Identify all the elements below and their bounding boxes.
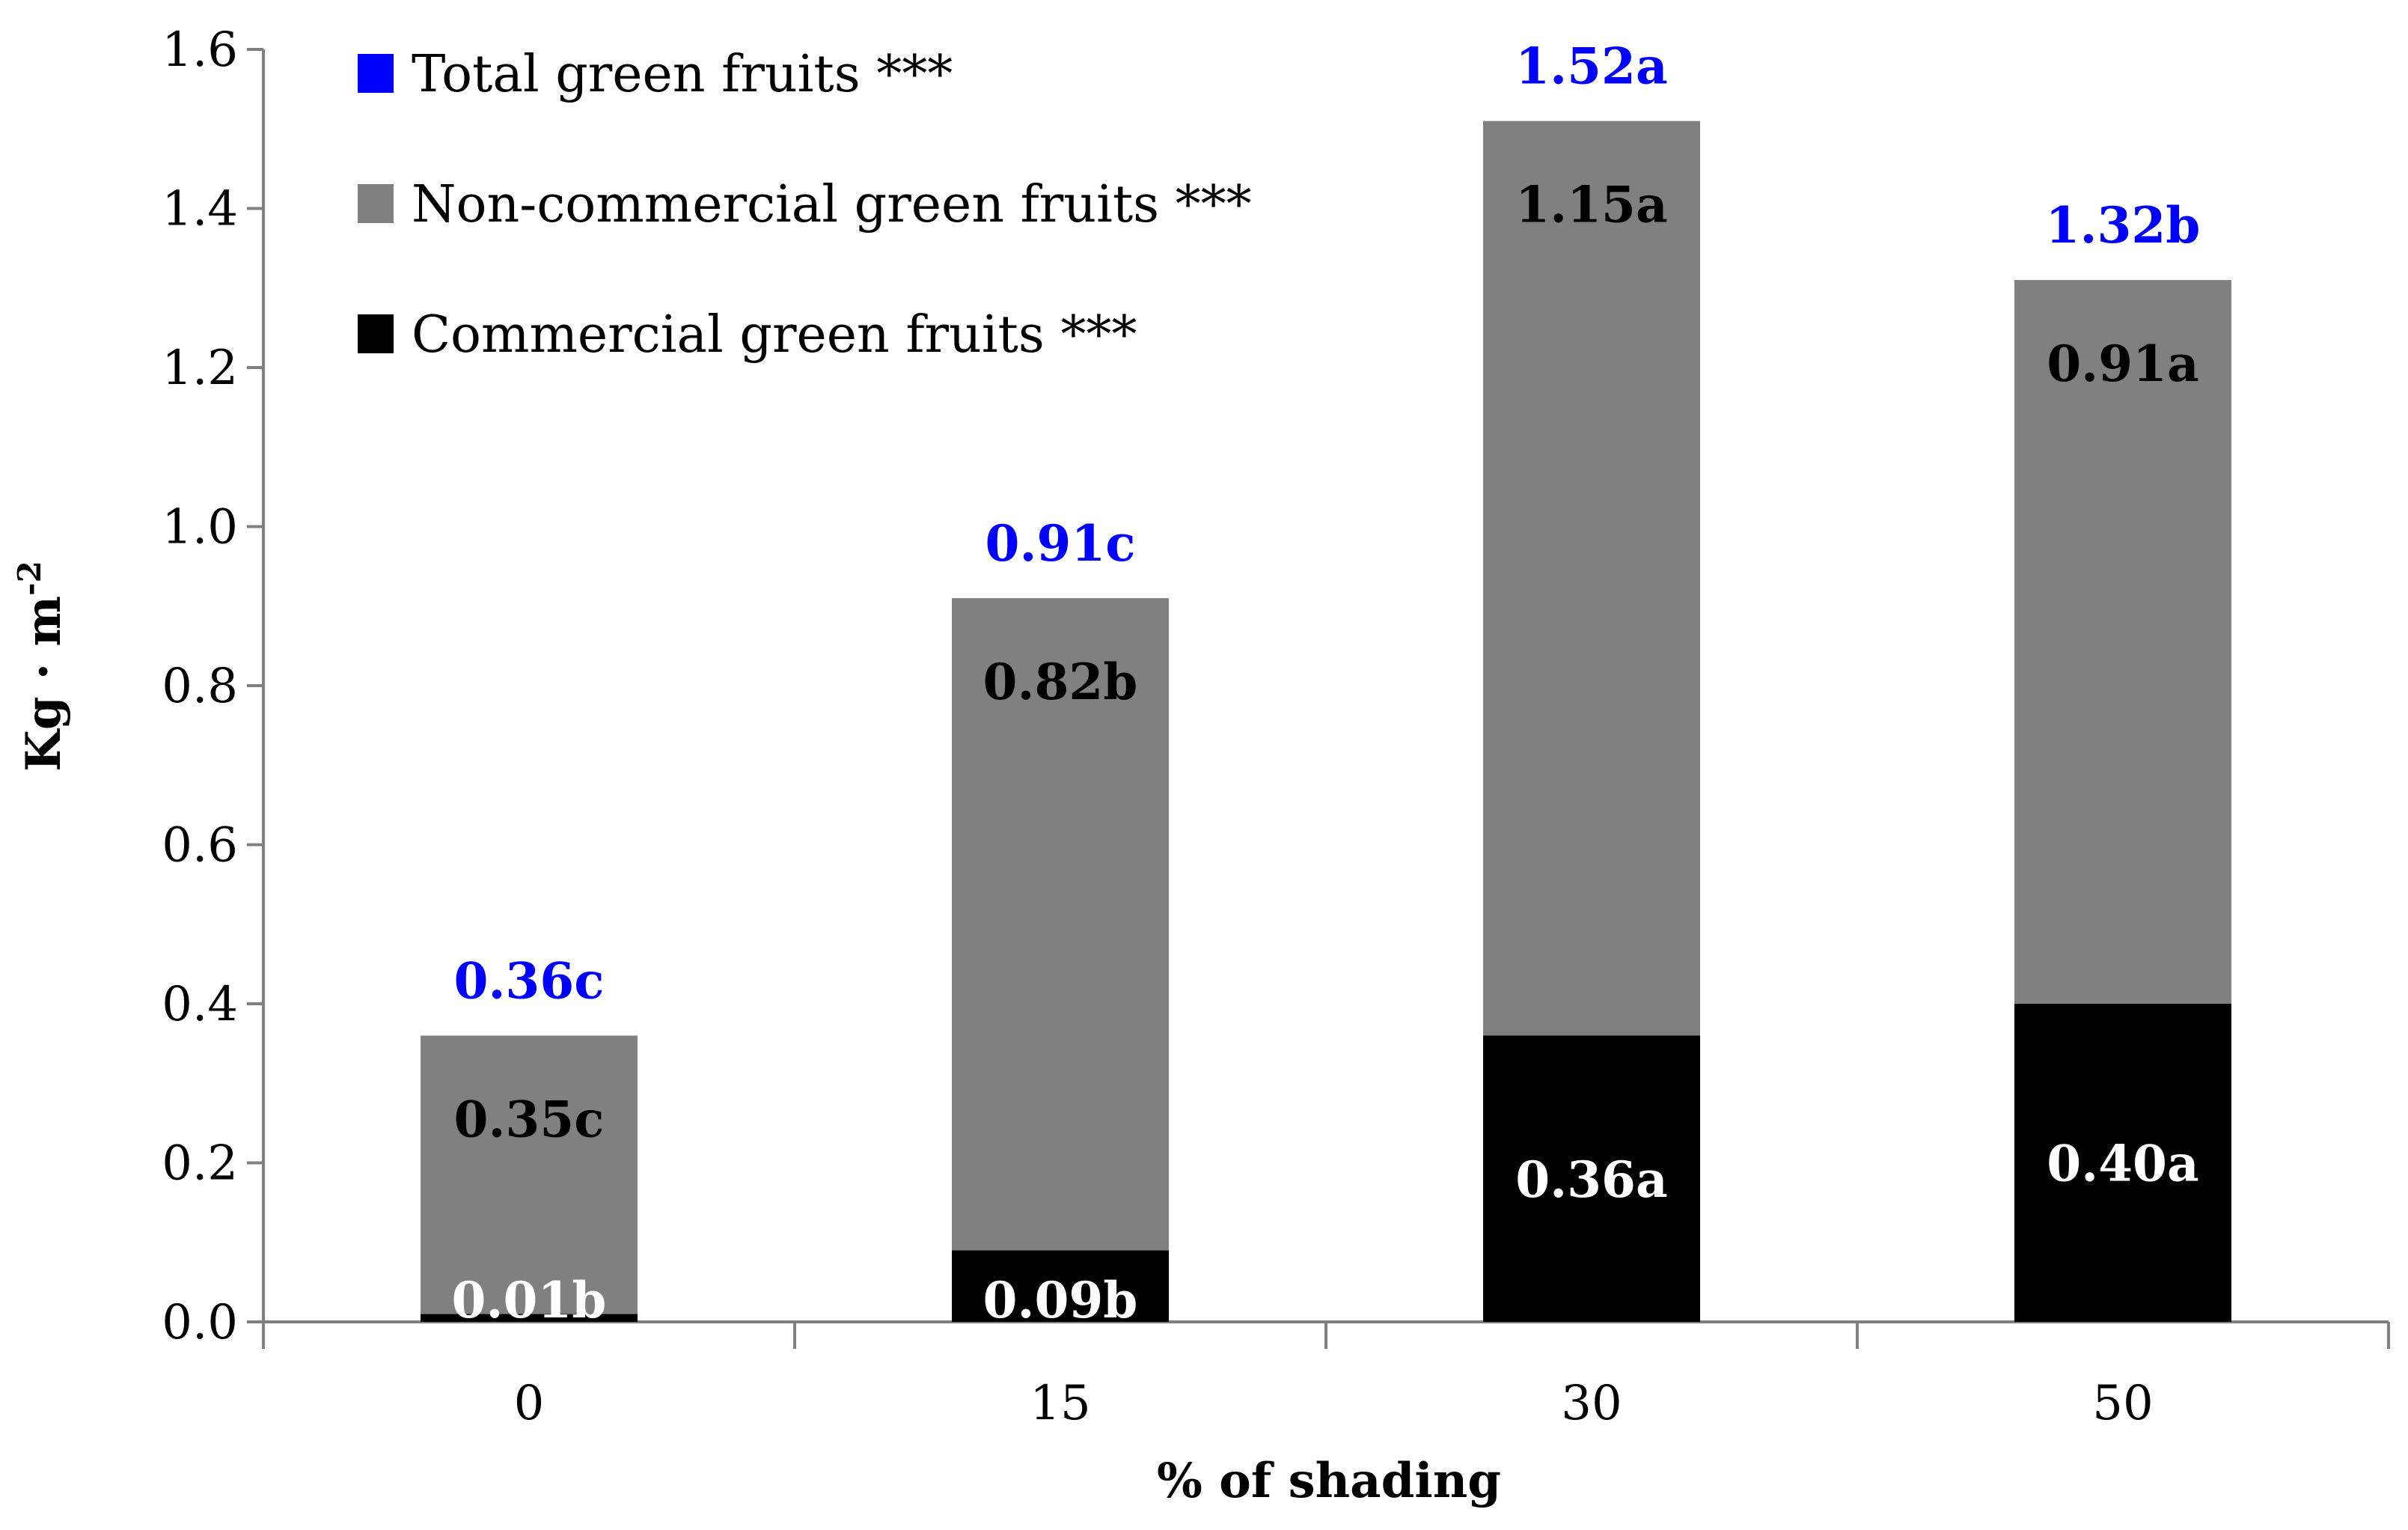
y-tick-label: 0.6 <box>162 818 238 874</box>
y-axis-title-text: Kg · m <box>16 596 72 772</box>
y-tick-label: 0.8 <box>162 659 238 714</box>
data-label-commercial: 0.09b <box>983 1271 1138 1329</box>
data-label-total: 1.52a <box>1515 37 1668 96</box>
bars <box>421 121 2231 1322</box>
bar-segment-non-commercial <box>952 598 1169 1251</box>
bar-segment-commercial <box>952 1250 1169 1322</box>
legend-swatch-commercial <box>358 314 394 353</box>
y-tick-label: 1.2 <box>162 341 238 396</box>
bar-segment-commercial <box>2014 1004 2231 1322</box>
x-axis: 0 15 30 50 <box>262 1320 2390 1431</box>
bar-segment-commercial <box>1483 1035 1700 1322</box>
data-label-non-commercial: 1.15a <box>1515 176 1668 234</box>
y-axis-title: Kg · m-2 <box>11 561 72 772</box>
bar-segment-non-commercial <box>1483 121 1700 1036</box>
legend-swatch-total <box>358 54 394 93</box>
x-tick-label: 50 <box>2092 1376 2153 1431</box>
x-tick-label: 0 <box>514 1376 545 1431</box>
data-label-total: 0.36c <box>454 952 605 1011</box>
y-axis-title-superscript: -2 <box>11 561 48 596</box>
y-tick-label: 0.0 <box>162 1295 238 1350</box>
bar-segment-non-commercial <box>2014 280 2231 1004</box>
data-label-total: 1.32b <box>2046 196 2201 255</box>
y-tick-label: 1.6 <box>162 22 238 78</box>
data-label-total: 0.91c <box>985 514 1136 573</box>
legend-label-total: Total green fruits *** <box>412 45 953 104</box>
y-tick-label: 1.0 <box>162 500 238 555</box>
data-label-non-commercial: 0.82b <box>983 653 1138 711</box>
data-label-commercial: 0.36a <box>1515 1150 1668 1209</box>
legend-label-commercial: Commercial green fruits *** <box>412 305 1137 365</box>
data-label-commercial: 0.01b <box>452 1271 607 1329</box>
y-tick-label: 0.2 <box>162 1136 238 1192</box>
x-tick-label: 15 <box>1030 1376 1090 1431</box>
y-tick-label: 1.4 <box>162 182 238 237</box>
y-axis: 0.0 0.2 0.4 0.6 0.8 1.0 1.2 1.4 1.6 <box>162 22 265 1350</box>
bar-segment-commercial <box>421 1314 638 1322</box>
data-label-non-commercial: 0.35c <box>454 1091 605 1149</box>
bar-segment-non-commercial <box>421 1035 638 1314</box>
legend: Total green fruits *** Non-commercial gre… <box>358 45 1252 365</box>
x-tick-label: 30 <box>1561 1376 1622 1431</box>
data-label-commercial: 0.40a <box>2047 1135 2199 1193</box>
y-tick-label: 0.4 <box>162 977 238 1032</box>
legend-label-non-commercial: Non-commercial green fruits *** <box>412 175 1252 234</box>
data-labels: 0.01b 0.35c 0.36c 0.09b 0.82b 0.91c 0.36a 1.15a… <box>452 37 2201 1329</box>
x-axis-title: % of shading <box>1157 1453 1501 1509</box>
legend-swatch-non-commercial <box>358 184 394 223</box>
data-label-non-commercial: 0.91a <box>2047 335 2199 393</box>
